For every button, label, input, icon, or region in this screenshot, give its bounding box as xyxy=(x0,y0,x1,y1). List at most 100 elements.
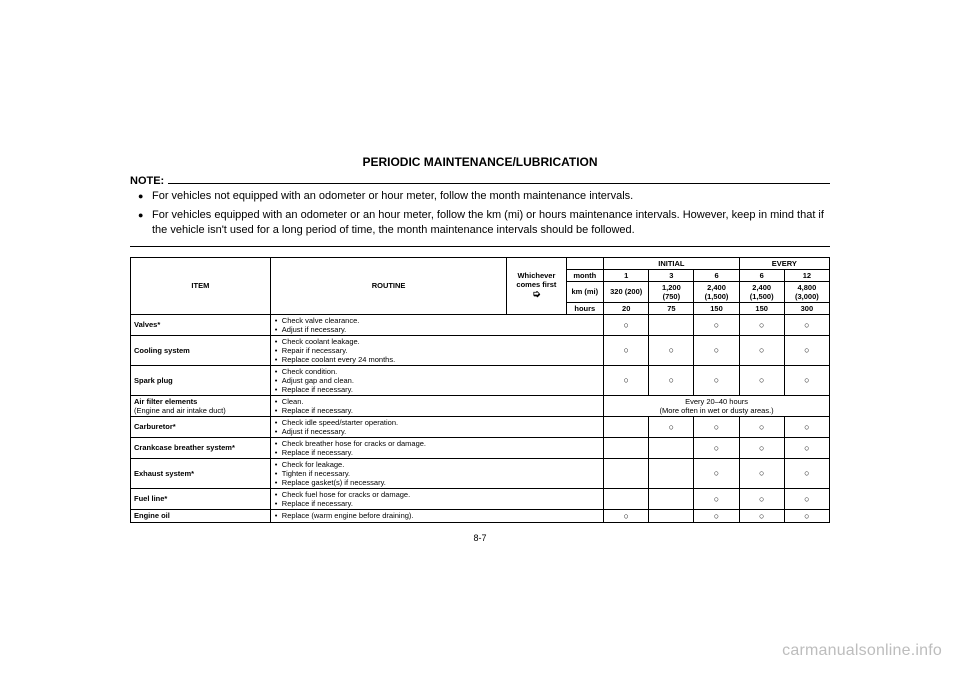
item-cell: Exhaust system* xyxy=(131,458,271,488)
table-row: Valves*Check valve clearance.Adjust if n… xyxy=(131,314,830,335)
item-cell: Air filter elements(Engine and air intak… xyxy=(131,395,271,416)
hdr-unit-hours: hours xyxy=(566,302,604,314)
routine-cell: Check idle speed/starter operation.Adjus… xyxy=(270,416,603,437)
routine-item: Check coolant leakage. xyxy=(282,337,600,346)
interval-mark: ○ xyxy=(694,416,739,437)
interval-mark: ○ xyxy=(784,314,829,335)
hdr-month-val: 12 xyxy=(784,269,829,281)
routine-item: Replace (warm engine before draining). xyxy=(282,511,600,520)
hdr-km-val: 1,200 (750) xyxy=(649,281,694,302)
table-body: Valves*Check valve clearance.Adjust if n… xyxy=(131,314,830,522)
interval-mark: ○ xyxy=(784,365,829,395)
interval-mark: ○ xyxy=(784,335,829,365)
interval-mark: ○ xyxy=(694,314,739,335)
note-rule xyxy=(168,182,830,184)
interval-mark: ○ xyxy=(604,314,649,335)
note-item: For vehicles equipped with an odometer o… xyxy=(152,208,830,238)
interval-mark: ○ xyxy=(649,416,694,437)
routine-list: Check valve clearance.Adjust if necessar… xyxy=(274,316,600,334)
watermark-text: carmanualsonline.info xyxy=(782,642,942,660)
interval-mark: ○ xyxy=(649,335,694,365)
routine-item: Check for leakage. xyxy=(282,460,600,469)
interval-mark: ○ xyxy=(739,437,784,458)
routine-item: Check condition. xyxy=(282,367,600,376)
interval-mark: ○ xyxy=(784,509,829,522)
table-row: Fuel line*Check fuel hose for cracks or … xyxy=(131,488,830,509)
interval-mark: ○ xyxy=(694,509,739,522)
interval-mark: ○ xyxy=(649,365,694,395)
interval-mark xyxy=(604,416,649,437)
routine-list: Check coolant leakage.Repair if necessar… xyxy=(274,337,600,364)
routine-cell: Check fuel hose for cracks or damage.Rep… xyxy=(270,488,603,509)
hdr-item: ITEM xyxy=(131,257,271,314)
interval-mark: ○ xyxy=(739,488,784,509)
interval-mark xyxy=(604,458,649,488)
item-subtext: (Engine and air intake duct) xyxy=(134,406,267,415)
item-cell: Engine oil xyxy=(131,509,271,522)
document-page: PERIODIC MAINTENANCE/LUBRICATION NOTE: F… xyxy=(130,155,830,543)
table-row: Exhaust system* Check for leakage.Tighten… xyxy=(131,458,830,488)
hdr-unit-month: month xyxy=(566,269,604,281)
interval-mark: ○ xyxy=(694,437,739,458)
interval-mark: ○ xyxy=(784,488,829,509)
interval-mark xyxy=(649,437,694,458)
routine-item: Replace gasket(s) if necessary. xyxy=(282,478,600,487)
page-number: 8-7 xyxy=(130,533,830,543)
interval-mark: ○ xyxy=(694,365,739,395)
routine-item: Repair if necessary. xyxy=(282,346,600,355)
hdr-month-val: 6 xyxy=(694,269,739,281)
interval-mark xyxy=(604,488,649,509)
routine-cell: Check coolant leakage.Repair if necessar… xyxy=(270,335,603,365)
maintenance-table: ITEM ROUTINE Whichever comes first ➭ INI… xyxy=(130,257,830,523)
routine-item: Adjust if necessary. xyxy=(282,427,600,436)
routine-list: Check idle speed/starter operation.Adjus… xyxy=(274,418,600,436)
hdr-every: EVERY xyxy=(739,257,829,269)
hdr-km-val: 2,400 (1,500) xyxy=(694,281,739,302)
routine-cell: Clean.Replace if necessary. xyxy=(270,395,603,416)
hdr-hours-val: 150 xyxy=(694,302,739,314)
note-label: NOTE: xyxy=(130,175,168,187)
routine-item: Check fuel hose for cracks or damage. xyxy=(282,490,600,499)
routine-item: Replace if necessary. xyxy=(282,406,600,415)
hdr-km-val: 4,800 (3,000) xyxy=(784,281,829,302)
interval-mark: ○ xyxy=(604,509,649,522)
interval-mark xyxy=(649,488,694,509)
table-row: Cooling systemCheck coolant leakage.Repa… xyxy=(131,335,830,365)
routine-item: Replace if necessary. xyxy=(282,448,600,457)
interval-mark xyxy=(649,509,694,522)
routine-cell: Check condition.Adjust gap and clean.Rep… xyxy=(270,365,603,395)
note-header-row: NOTE: xyxy=(130,175,830,187)
routine-item: Replace if necessary. xyxy=(282,499,600,508)
routine-item: Tighten if necessary. xyxy=(282,469,600,478)
routine-list: Check condition.Adjust gap and clean.Rep… xyxy=(274,367,600,394)
item-cell: Valves* xyxy=(131,314,271,335)
interval-mark: ○ xyxy=(739,509,784,522)
routine-list: Replace (warm engine before draining). xyxy=(274,511,600,520)
table-row: Carburetor*Check idle speed/starter oper… xyxy=(131,416,830,437)
routine-list: Clean.Replace if necessary. xyxy=(274,397,600,415)
interval-mark: ○ xyxy=(604,365,649,395)
hdr-hours-val: 75 xyxy=(649,302,694,314)
interval-mark: ○ xyxy=(739,458,784,488)
table-head: ITEM ROUTINE Whichever comes first ➭ INI… xyxy=(131,257,830,314)
routine-item: Check idle speed/starter operation. xyxy=(282,418,600,427)
interval-mark: ○ xyxy=(739,365,784,395)
hdr-unit-km: km (mi) xyxy=(566,281,604,302)
interval-mark: ○ xyxy=(784,458,829,488)
table-row: Air filter elements(Engine and air intak… xyxy=(131,395,830,416)
table-row: Spark plugCheck condition.Adjust gap and… xyxy=(131,365,830,395)
interval-mark: ○ xyxy=(604,335,649,365)
item-cell: Cooling system xyxy=(131,335,271,365)
routine-item: Check valve clearance. xyxy=(282,316,600,325)
routine-cell: Replace (warm engine before draining). xyxy=(270,509,603,522)
interval-mark: ○ xyxy=(694,458,739,488)
routine-item: Replace if necessary. xyxy=(282,385,600,394)
hdr-month-val: 1 xyxy=(604,269,649,281)
interval-mark: ○ xyxy=(739,416,784,437)
interval-mark: ○ xyxy=(784,437,829,458)
item-cell: Carburetor* xyxy=(131,416,271,437)
item-cell: Fuel line* xyxy=(131,488,271,509)
interval-mark: ○ xyxy=(739,314,784,335)
interval-mark: ○ xyxy=(694,488,739,509)
interval-mark xyxy=(604,437,649,458)
